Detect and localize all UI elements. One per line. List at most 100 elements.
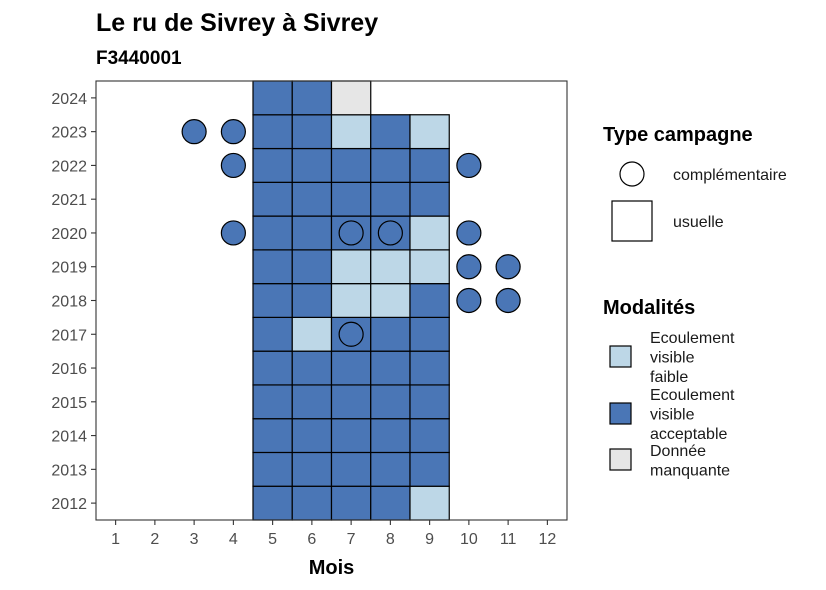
y-tick-label: 2019 (51, 260, 87, 277)
heatmap-cell (370, 485, 411, 521)
heatmap-cell (291, 147, 333, 183)
heatmap-cell (291, 215, 333, 251)
point-marker (456, 152, 482, 179)
x-axis: 1 2 3 4 5 6 7 8 9 10 11 12 (111, 520, 556, 548)
x-tick-label: 1 (111, 531, 120, 548)
heatmap-cell (252, 181, 293, 217)
y-tick-label: 2024 (51, 91, 87, 108)
point-markers (181, 119, 521, 347)
heatmap-cell (370, 283, 411, 318)
heatmap-cell (409, 316, 450, 352)
heatmap-cell (409, 350, 450, 386)
legend-circle-swatch (619, 161, 645, 187)
point-marker (456, 287, 482, 314)
x-axis-title: Mois (309, 557, 355, 579)
heatmap-cell (409, 215, 450, 251)
x-tick-label: 3 (190, 531, 199, 548)
heatmap-cell (252, 283, 293, 318)
y-tick-label: 2014 (51, 429, 87, 446)
heatmap-cell (291, 80, 333, 116)
x-tick-label: 12 (538, 531, 556, 548)
point-marker (456, 254, 482, 280)
x-tick-label: 2 (150, 531, 159, 548)
heatmap-cell (409, 283, 450, 318)
heatmap-cell (252, 215, 293, 251)
point-marker (220, 152, 246, 179)
heatmap-cell (330, 418, 372, 454)
x-tick-label: 7 (347, 531, 356, 548)
heatmap-cell (330, 80, 372, 116)
heatmap-cell (291, 114, 333, 150)
y-tick-label: 2013 (51, 462, 87, 479)
legend-modalites-title: Modalités (603, 297, 695, 319)
point-marker (338, 321, 364, 347)
heatmap-cell (291, 384, 333, 420)
heatmap-cell (291, 418, 333, 454)
legend-square-swatch (611, 200, 653, 242)
point-marker (495, 287, 521, 314)
heatmap-cell (291, 181, 333, 217)
heatmap-cell (370, 316, 411, 352)
heatmap-cell (252, 80, 293, 116)
y-tick-label: 2022 (51, 158, 87, 175)
heatmap-cell (252, 350, 293, 386)
legend-type-title: Type campagne (603, 124, 753, 146)
point-marker (220, 119, 246, 145)
y-tick-label: 2012 (51, 496, 87, 513)
heatmap-cell (291, 283, 333, 318)
heatmap-cell (252, 418, 293, 454)
legend-label-acceptable: Ecoulement visible acceptable (650, 387, 735, 443)
legend-label-complementaire: complémentaire (673, 167, 787, 184)
heatmap-cell (291, 350, 333, 386)
y-tick-label: 2021 (51, 192, 87, 209)
heatmap-cell (252, 249, 293, 285)
x-tick-label: 9 (425, 531, 434, 548)
y-tick-label: 2015 (51, 395, 87, 412)
legend: Type campagne complémentaire usuelle Mod… (603, 124, 787, 480)
heatmap-cell (409, 147, 450, 183)
heatmap-cell (370, 181, 411, 217)
chart-subtitle: F3440001 (96, 48, 182, 69)
chart-title: Le ru de Sivrey à Sivrey (96, 9, 378, 37)
x-tick-label: 6 (307, 531, 316, 548)
heatmap-cell (291, 485, 333, 521)
legend-label-usuelle: usuelle (673, 214, 724, 231)
point-marker (181, 119, 207, 145)
heatmap-cell (370, 350, 411, 386)
heatmap-cell (370, 384, 411, 420)
heatmap-cells (252, 80, 450, 521)
heatmap-cell (252, 485, 293, 521)
x-tick-label: 5 (268, 531, 277, 548)
x-tick-label: 11 (500, 531, 517, 548)
y-tick-label: 2018 (51, 294, 87, 311)
heatmap-cell (330, 485, 372, 521)
x-tick-label: 4 (229, 531, 238, 548)
heatmap-cell (252, 384, 293, 420)
heatmap-cell (291, 316, 333, 352)
heatmap-cell (252, 114, 293, 150)
heatmap-cell (409, 181, 450, 217)
point-marker (377, 220, 403, 246)
heatmap-cell (409, 418, 450, 454)
heatmap-cell (330, 114, 372, 150)
heatmap-cell (330, 181, 372, 217)
heatmap-cell (370, 451, 411, 487)
heatmap-cell (409, 384, 450, 420)
point-marker (220, 220, 246, 246)
y-tick-label: 2017 (51, 327, 87, 344)
x-tick-label: 8 (386, 531, 395, 548)
heatmap-cell (370, 114, 411, 150)
heatmap-cell (291, 249, 333, 285)
heatmap-cell (252, 147, 293, 183)
heatmap-cell (370, 147, 411, 183)
y-tick-label: 2016 (51, 361, 87, 378)
heatmap-cell (370, 418, 411, 454)
heatmap-cell (409, 485, 450, 521)
heatmap-cell (252, 316, 293, 352)
heatmap-cell (330, 249, 372, 285)
heatmap-cell (330, 350, 372, 386)
legend-swatch-faible (609, 345, 632, 368)
legend-swatch-manquante (609, 448, 632, 471)
heatmap-cell (370, 249, 411, 285)
